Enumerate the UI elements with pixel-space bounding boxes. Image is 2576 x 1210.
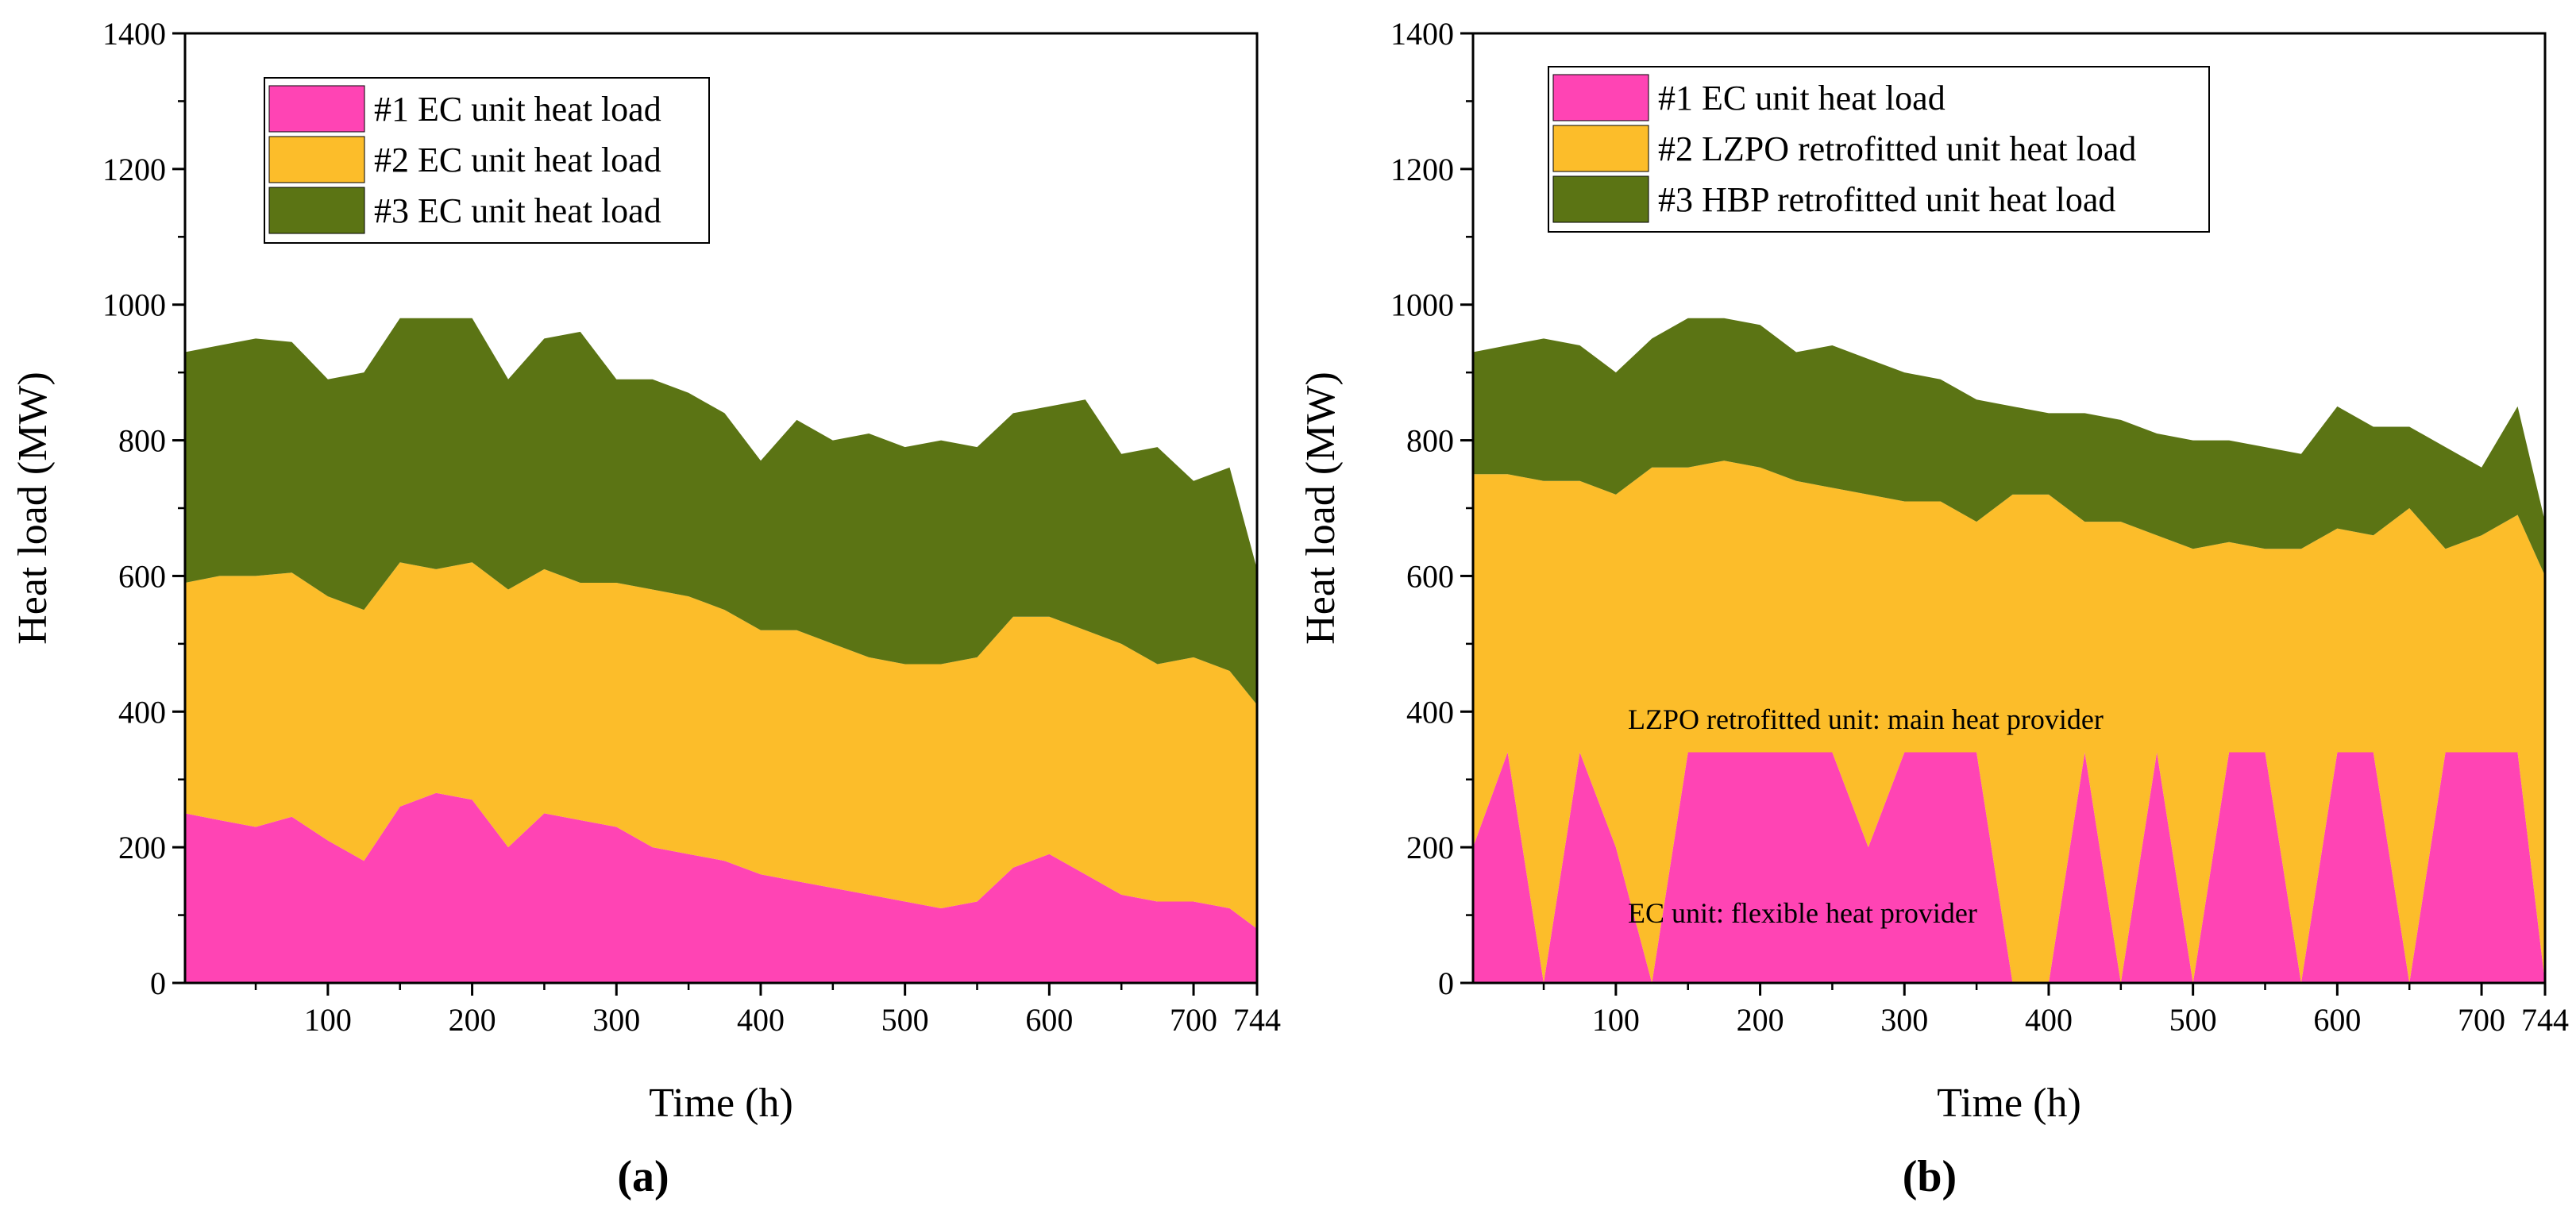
x-tick-label: 100 bbox=[304, 1002, 352, 1038]
legend-swatch bbox=[1552, 175, 1649, 223]
legend-swatch bbox=[1552, 125, 1649, 172]
series-area-2 bbox=[185, 562, 1257, 929]
y-tick-label: 1200 bbox=[1390, 152, 1454, 187]
y-axis-title: Heat load (MW) bbox=[10, 372, 56, 645]
legend-entry: #2 LZPO retrofitted unit heat load bbox=[1658, 129, 2136, 168]
x-tick-label: 300 bbox=[1880, 1002, 1928, 1038]
legend-box bbox=[1548, 66, 2210, 233]
series-area-3 bbox=[185, 318, 1257, 705]
panel-b: 0 200 400 600 800 1000 1200 1400 100 200 300 400 500… bbox=[1298, 16, 2569, 1201]
y-tick-label: 0 bbox=[150, 965, 166, 1001]
annotation: EC unit: flexible heat provider bbox=[1628, 897, 1977, 929]
x-tick-label: 600 bbox=[1025, 1002, 1073, 1038]
y-tick-label: 400 bbox=[1406, 694, 1454, 730]
x-axis-title: Time (h) bbox=[1937, 1081, 2081, 1126]
y-tick-label: 0 bbox=[1438, 965, 1454, 1001]
y-tick-label: 600 bbox=[1406, 558, 1454, 594]
x-tick-label: 200 bbox=[1737, 1002, 1784, 1038]
legend-entry: #1 EC unit heat load bbox=[1658, 79, 1945, 118]
annotation: LZPO retrofitted unit: main heat provide… bbox=[1628, 703, 2104, 735]
y-tick-label: 1000 bbox=[102, 287, 166, 323]
x-tick-label: 400 bbox=[737, 1002, 785, 1038]
y-tick-label: 600 bbox=[118, 558, 166, 594]
y-tick-label: 1200 bbox=[102, 152, 166, 187]
y-tick-label: 200 bbox=[118, 830, 166, 865]
legend-entry: #3 EC unit heat load bbox=[374, 191, 661, 230]
x-tick-label: 700 bbox=[2458, 1002, 2505, 1038]
legend-swatch bbox=[268, 187, 365, 234]
x-tick-label: 100 bbox=[1592, 1002, 1640, 1038]
panel-label: (a) bbox=[617, 1152, 669, 1201]
y-tick-label: 200 bbox=[1406, 830, 1454, 865]
series-area-1 bbox=[185, 792, 1257, 983]
legend-entry: #3 HBP retrofitted unit heat load bbox=[1658, 180, 2115, 219]
legend-entry: #2 EC unit heat load bbox=[374, 141, 661, 179]
x-tick-label: 300 bbox=[592, 1002, 640, 1038]
y-tick-label: 1000 bbox=[1390, 287, 1454, 323]
x-tick-label: 744 bbox=[2521, 1002, 2569, 1038]
x-tick-label: 500 bbox=[881, 1002, 929, 1038]
x-tick-label: 744 bbox=[1233, 1002, 1281, 1038]
series-area-1 bbox=[1473, 752, 2545, 983]
y-tick-label: 800 bbox=[1406, 423, 1454, 459]
series-area-3 bbox=[1473, 318, 2545, 576]
x-tick-label: 500 bbox=[2169, 1002, 2217, 1038]
y-axis-title: Heat load (MW) bbox=[1298, 372, 1344, 645]
panel-a: 0 200 400 600 800 1000 1200 1400 100 200 300 400 500… bbox=[10, 16, 1281, 1201]
x-tick-label: 700 bbox=[1170, 1002, 1217, 1038]
x-axis-title: Time (h) bbox=[649, 1081, 793, 1126]
series-area-2 bbox=[1473, 460, 2545, 983]
legend-entry: #1 EC unit heat load bbox=[374, 90, 661, 129]
y-tick-label: 800 bbox=[118, 423, 166, 459]
y-tick-label: 1400 bbox=[102, 16, 166, 52]
legend-swatch bbox=[268, 85, 365, 133]
panel-label: (b) bbox=[1903, 1152, 1957, 1201]
legend-swatch bbox=[1552, 74, 1649, 121]
x-tick-label: 400 bbox=[2025, 1002, 2073, 1038]
legend-swatch bbox=[268, 136, 365, 183]
y-tick-label: 400 bbox=[118, 694, 166, 730]
y-tick-label: 1400 bbox=[1390, 16, 1454, 52]
x-tick-label: 600 bbox=[2313, 1002, 2361, 1038]
x-tick-label: 200 bbox=[449, 1002, 496, 1038]
